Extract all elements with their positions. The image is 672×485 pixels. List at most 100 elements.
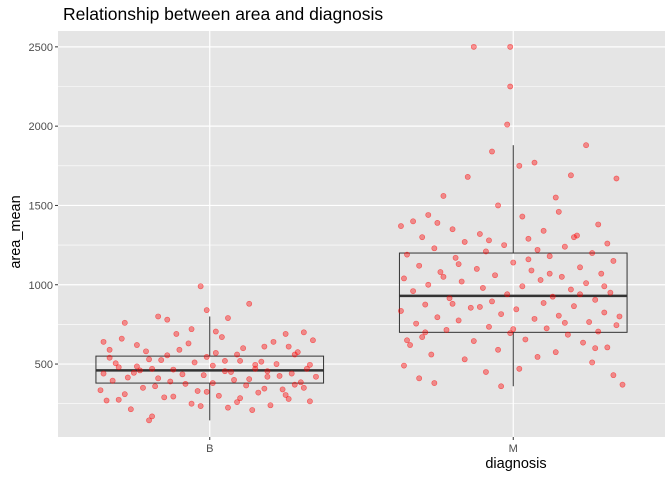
data-point xyxy=(149,413,155,420)
data-point xyxy=(410,288,416,294)
data-point xyxy=(185,340,192,347)
data-point xyxy=(422,329,429,336)
y-tick-label: 500 xyxy=(35,359,53,371)
data-point xyxy=(425,281,432,288)
data-point xyxy=(483,369,489,375)
x-axis-label: diagnosis xyxy=(485,456,547,472)
y-axis-label: area_mean xyxy=(8,195,24,269)
data-point xyxy=(498,311,505,317)
data-point xyxy=(152,383,159,390)
data-point xyxy=(127,406,134,413)
data-point xyxy=(106,346,113,353)
y-tick-label: 2000 xyxy=(29,121,53,133)
data-point xyxy=(404,337,410,344)
data-point xyxy=(470,43,477,50)
data-point xyxy=(595,221,602,228)
data-point xyxy=(431,380,438,386)
data-point xyxy=(237,357,243,364)
data-point xyxy=(568,172,574,179)
data-point xyxy=(504,121,511,128)
data-point xyxy=(592,296,599,303)
data-point xyxy=(288,370,295,377)
data-point xyxy=(200,372,207,379)
data-point xyxy=(604,240,611,247)
data-point xyxy=(252,361,259,368)
data-point xyxy=(300,329,307,336)
data-point xyxy=(616,313,623,320)
x-tick-label: M xyxy=(509,443,518,455)
data-point xyxy=(440,273,447,280)
data-point xyxy=(300,384,307,391)
data-point xyxy=(501,242,508,249)
data-point xyxy=(249,407,256,413)
data-point xyxy=(203,388,210,395)
data-point xyxy=(404,251,410,258)
data-point xyxy=(197,283,204,290)
data-point xyxy=(398,308,404,314)
data-point xyxy=(595,328,602,335)
data-point xyxy=(307,361,313,368)
data-point xyxy=(507,83,514,90)
data-point xyxy=(586,319,593,325)
data-point xyxy=(161,394,168,401)
data-point xyxy=(476,231,483,237)
data-point xyxy=(291,381,298,388)
data-point xyxy=(155,375,162,382)
data-point xyxy=(188,326,195,333)
data-point xyxy=(222,357,228,364)
data-point xyxy=(470,338,477,344)
data-point xyxy=(103,397,110,404)
data-point xyxy=(209,362,216,369)
data-point xyxy=(285,343,292,350)
data-point xyxy=(555,208,562,215)
data-point xyxy=(203,354,210,360)
data-point xyxy=(419,234,426,241)
data-point xyxy=(479,285,486,291)
data-point xyxy=(170,366,177,373)
data-point xyxy=(431,245,438,252)
data-point xyxy=(513,306,520,313)
data-point xyxy=(264,368,271,375)
data-point xyxy=(552,349,559,356)
data-point xyxy=(212,328,219,335)
data-point xyxy=(143,348,149,355)
data-point xyxy=(285,396,292,402)
chart-title: Relationship between area and diagnosis xyxy=(63,4,384,24)
data-point xyxy=(613,322,620,329)
data-point xyxy=(258,358,265,365)
data-point xyxy=(270,338,277,345)
data-point xyxy=(267,402,274,409)
data-point xyxy=(115,396,122,403)
data-point xyxy=(601,283,608,290)
data-point xyxy=(507,43,514,50)
data-point xyxy=(282,331,289,337)
data-point xyxy=(483,248,489,255)
data-point xyxy=(452,254,459,261)
data-point xyxy=(552,194,559,201)
data-point xyxy=(222,368,228,375)
data-point xyxy=(489,148,495,155)
data-point xyxy=(401,275,407,282)
data-point xyxy=(140,384,146,391)
data-point xyxy=(134,342,140,348)
data-point xyxy=(461,239,468,245)
data-point xyxy=(215,392,222,399)
data-point xyxy=(592,345,599,352)
data-point xyxy=(264,373,271,380)
data-point xyxy=(188,400,195,407)
data-point xyxy=(303,365,310,372)
data-point xyxy=(437,269,444,275)
data-point xyxy=(243,382,250,389)
data-point xyxy=(100,338,107,345)
data-point xyxy=(489,298,495,305)
data-point xyxy=(225,315,231,321)
data-point xyxy=(577,264,583,271)
data-point xyxy=(516,365,523,372)
data-point xyxy=(255,389,262,396)
data-point xyxy=(112,360,119,367)
data-point xyxy=(458,278,465,285)
data-point xyxy=(225,404,231,411)
data-point xyxy=(416,375,423,382)
